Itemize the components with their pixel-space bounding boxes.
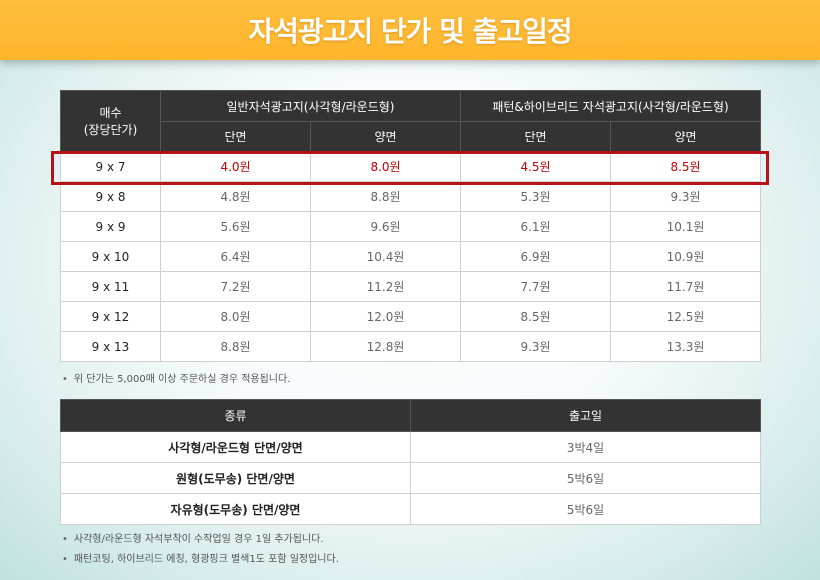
price-cell: 9.3원: [460, 331, 611, 362]
type-cell: 사각형/라운드형 단면/양면: [60, 431, 411, 463]
schedule-table: 종류 출고일 사각형/라운드형 단면/양면 3박4일 원형(도무송) 단면/양면…: [60, 399, 761, 525]
table-row: 원형(도무송) 단면/양면 5박6일: [60, 462, 761, 494]
table-row: 9 x 9 5.6원 9.6원 6.1원 10.1원: [60, 211, 761, 242]
type-header: 종류: [60, 399, 411, 432]
size-cell: 9 x 12: [60, 301, 161, 332]
table-row: 9 x 12 8.0원 12.0원 8.5원 12.5원: [60, 301, 761, 332]
price-cell: 4.5원: [460, 151, 611, 182]
size-cell: 9 x 9: [60, 211, 161, 242]
type-cell: 자유형(도무송) 단면/양면: [60, 493, 411, 525]
table-row: 9 x 8 4.8원 8.8원 5.3원 9.3원: [60, 181, 761, 212]
price-cell: 10.1원: [610, 211, 761, 242]
price-cell: 7.2원: [160, 271, 311, 302]
quantity-header: 매수 (장당단가): [60, 90, 161, 152]
price-cell: 6.1원: [460, 211, 611, 242]
price-cell: 8.5원: [460, 301, 611, 332]
pattern-single-header: 단면: [460, 121, 611, 152]
pattern-hybrid-magnet-header: 패턴&하이브리드 자석광고지(사각형/라운드형): [460, 90, 761, 122]
general-single-header: 단면: [160, 121, 311, 152]
price-cell: 5.6원: [160, 211, 311, 242]
ship-days-cell: 5박6일: [410, 493, 761, 525]
pattern-double-header: 양면: [610, 121, 761, 152]
size-cell: 9 x 11: [60, 271, 161, 302]
page-header: 자석광고지 단가 및 출고일정: [0, 0, 820, 60]
size-cell: 9 x 13: [60, 331, 161, 362]
price-cell: 8.0원: [310, 151, 461, 182]
price-cell: 12.0원: [310, 301, 461, 332]
general-double-header: 양면: [310, 121, 461, 152]
price-cell: 6.9원: [460, 241, 611, 272]
general-magnet-header: 일반자석광고지(사각형/라운드형): [160, 90, 461, 122]
table-row: 자유형(도무송) 단면/양면 5박6일: [60, 493, 761, 525]
price-cell: 4.8원: [160, 181, 311, 212]
schedule-note: 패턴코팅, 하이브리드 에칭, 형광핑크 별색1도 포함 일정입니다.: [62, 550, 339, 565]
quantity-header-label: 매수: [99, 106, 122, 120]
ship-days-cell: 3박4일: [410, 431, 761, 463]
ship-date-header: 출고일: [410, 399, 761, 432]
unit-price-header-label: (장당단가): [83, 123, 138, 137]
price-cell: 10.9원: [610, 241, 761, 272]
schedule-note: 사각형/라운드형 자석부착이 수작업일 경우 1일 추가됩니다.: [62, 530, 324, 545]
size-cell: 9 x 8: [60, 181, 161, 212]
price-note: 위 단가는 5,000매 이상 주문하실 경우 적용됩니다.: [62, 370, 290, 385]
table-row: 9 x 11 7.2원 11.2원 7.7원 11.7원: [60, 271, 761, 302]
table-row: 사각형/라운드형 단면/양면 3박4일: [60, 431, 761, 463]
table-row: 9 x 7 4.0원 8.0원 4.5원 8.5원: [60, 151, 761, 182]
price-cell: 13.3원: [610, 331, 761, 362]
size-cell: 9 x 7: [60, 151, 161, 182]
price-cell: 8.8원: [160, 331, 311, 362]
price-cell: 7.7원: [460, 271, 611, 302]
price-cell: 12.5원: [610, 301, 761, 332]
price-cell: 4.0원: [160, 151, 311, 182]
type-cell: 원형(도무송) 단면/양면: [60, 462, 411, 494]
price-cell: 8.8원: [310, 181, 461, 212]
price-cell: 12.8원: [310, 331, 461, 362]
price-table: 매수 (장당단가) 일반자석광고지(사각형/라운드형) 패턴&하이브리드 자석광…: [60, 90, 761, 362]
price-cell: 8.0원: [160, 301, 311, 332]
price-cell: 8.5원: [610, 151, 761, 182]
table-row: 9 x 13 8.8원 12.8원 9.3원 13.3원: [60, 331, 761, 362]
price-cell: 11.2원: [310, 271, 461, 302]
price-cell: 5.3원: [460, 181, 611, 212]
price-cell: 9.6원: [310, 211, 461, 242]
size-cell: 9 x 10: [60, 241, 161, 272]
price-cell: 9.3원: [610, 181, 761, 212]
price-cell: 11.7원: [610, 271, 761, 302]
price-cell: 6.4원: [160, 241, 311, 272]
ship-days-cell: 5박6일: [410, 462, 761, 494]
table-row: 9 x 10 6.4원 10.4원 6.9원 10.9원: [60, 241, 761, 272]
price-cell: 10.4원: [310, 241, 461, 272]
page-title: 자석광고지 단가 및 출고일정: [248, 15, 572, 48]
